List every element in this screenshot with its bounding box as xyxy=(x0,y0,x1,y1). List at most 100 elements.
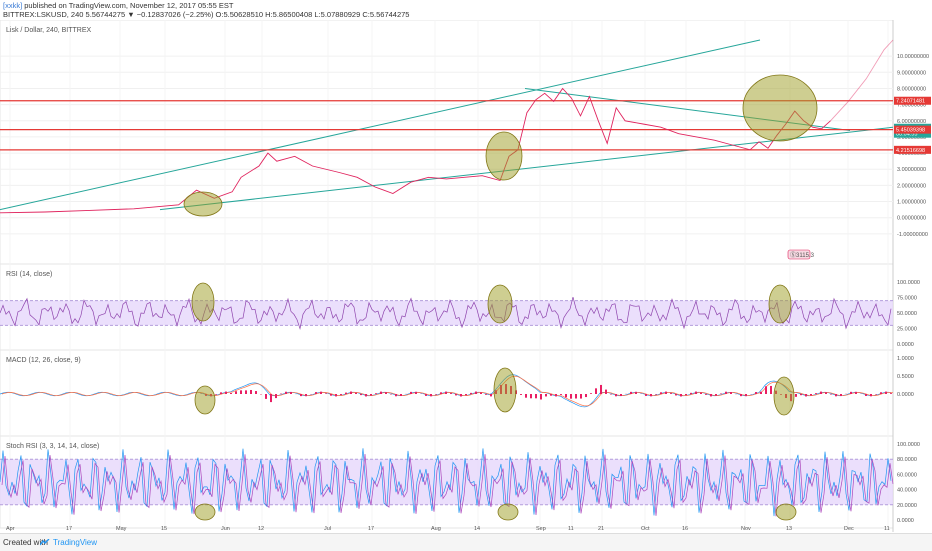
macd-histogram-bar xyxy=(615,394,617,396)
macd-histogram-bar xyxy=(675,394,677,395)
macd-histogram-bar xyxy=(455,394,457,395)
time-tick-label: Jun xyxy=(221,526,230,532)
chart-canvas[interactable]: 10.000000009.000000008.000000007.0000000… xyxy=(0,20,932,532)
time-tick-label: 17 xyxy=(368,526,374,532)
time-tick-label: Jul xyxy=(324,526,331,532)
macd-histogram-bar xyxy=(220,392,222,394)
macd-histogram-bar xyxy=(690,393,692,394)
macd-histogram-bar xyxy=(655,394,657,395)
highlight-ellipse xyxy=(192,283,214,321)
macd-histogram-bar xyxy=(665,392,667,394)
macd-histogram-bar xyxy=(755,392,757,394)
macd-histogram-bar xyxy=(525,394,527,398)
macd-histogram-bar xyxy=(290,392,292,394)
rsi-tick-label: 50.0000 xyxy=(897,311,917,317)
macd-histogram-bar xyxy=(840,394,842,396)
macd-histogram-bar xyxy=(245,390,247,394)
macd-histogram-bar xyxy=(685,394,687,395)
time-tick-label: Sep xyxy=(536,526,546,532)
author-link[interactable]: [xxkk] xyxy=(3,1,22,10)
time-tick-label: 16 xyxy=(682,526,688,532)
macd-histogram-bar xyxy=(740,394,742,396)
macd-histogram-bar xyxy=(270,394,272,402)
macd-histogram-bar xyxy=(795,394,797,397)
macd-histogram-bar xyxy=(710,394,712,396)
macd-tick-label: 0.5000 xyxy=(897,374,914,380)
highlight-ellipse xyxy=(498,504,518,520)
macd-histogram-bar xyxy=(480,392,482,394)
highlight-ellipse xyxy=(494,368,516,412)
macd-histogram-bar xyxy=(850,392,852,394)
time-tick-label: Aug xyxy=(431,526,441,532)
stoch-tick-label: 60.0000 xyxy=(897,472,917,478)
macd-histogram-bar xyxy=(240,390,242,394)
macd-histogram-bar xyxy=(215,394,217,395)
highlight-ellipse xyxy=(184,192,222,216)
macd-histogram-bar xyxy=(370,394,372,396)
macd-histogram-bar xyxy=(670,393,672,394)
macd-histogram-bar xyxy=(530,394,532,398)
macd-histogram-bar xyxy=(855,392,857,394)
macd-histogram-bar xyxy=(730,392,732,394)
macd-histogram-bar xyxy=(770,386,772,394)
stoch-tick-label: 100.0000 xyxy=(897,442,920,448)
macd-histogram-bar xyxy=(340,394,342,395)
macd-histogram-bar xyxy=(645,394,647,396)
macd-histogram-bar xyxy=(720,393,722,394)
macd-histogram-bar xyxy=(470,393,472,394)
macd-histogram-bar xyxy=(725,392,727,394)
time-tick-label: 11 xyxy=(568,526,574,532)
macd-histogram-bar xyxy=(715,394,717,396)
macd-histogram-bar xyxy=(680,394,682,396)
macd-histogram-bar xyxy=(825,392,827,394)
time-tick-label: 15 xyxy=(161,526,167,532)
macd-histogram-bar xyxy=(585,394,587,397)
macd-histogram-bar xyxy=(600,385,602,394)
macd-tick-label: 1.0000 xyxy=(897,356,914,362)
macd-histogram-bar xyxy=(870,394,872,396)
macd-histogram-bar xyxy=(765,386,767,394)
macd-histogram-bar xyxy=(365,394,367,396)
macd-histogram-bar xyxy=(880,392,882,394)
footer: Created with TradingView xyxy=(0,533,932,551)
macd-histogram-bar xyxy=(540,394,542,399)
macd-histogram-bar xyxy=(565,394,567,397)
macd-histogram-bar xyxy=(830,394,832,395)
time-tick-label: 12 xyxy=(258,526,264,532)
ticker-line: BITTREX:LSKUSD, 240 5.56744275 ▼ −0.1283… xyxy=(3,10,409,19)
macd-histogram-bar xyxy=(255,391,257,394)
macd-histogram-bar xyxy=(305,394,307,396)
macd-histogram-bar xyxy=(800,394,802,395)
macd-tick-label: 0.0000 xyxy=(897,392,914,398)
macd-histogram-bar xyxy=(345,393,347,394)
macd-histogram-bar xyxy=(485,394,487,395)
chart-header: [xxkk] published on TradingView.com, Nov… xyxy=(0,0,932,20)
tradingview-brand[interactable]: TradingView xyxy=(53,538,97,547)
price-pane-title: Lisk / Dollar, 240, BITTREX xyxy=(6,27,92,34)
macd-histogram-bar xyxy=(760,392,762,394)
macd-histogram-bar xyxy=(875,394,877,395)
macd-pane-title: MACD (12, 26, close, 9) xyxy=(6,357,81,364)
macd-histogram-bar xyxy=(815,393,817,394)
macd-histogram-bar xyxy=(335,394,337,396)
macd-histogram-bar xyxy=(250,390,252,394)
macd-histogram-bar xyxy=(620,394,622,396)
macd-histogram-bar xyxy=(435,394,437,395)
macd-histogram-bar xyxy=(820,392,822,394)
time-tick-label: 11 xyxy=(884,526,890,532)
macd-histogram-bar xyxy=(545,394,547,396)
published-text: published on TradingView.com, November 1… xyxy=(24,1,233,10)
rsi-pane-title: RSI (14, close) xyxy=(6,271,52,278)
macd-histogram-bar xyxy=(660,392,662,394)
stoch-tick-label: 20.0000 xyxy=(897,503,917,509)
macd-histogram-bar xyxy=(350,392,352,394)
macd-histogram-bar xyxy=(235,391,237,394)
macd-histogram-bar xyxy=(465,394,467,395)
macd-histogram-bar xyxy=(630,392,632,394)
macd-histogram-bar xyxy=(395,394,397,396)
price-tick-label: 8.00000000 xyxy=(897,86,926,92)
rsi-tick-label: 0.0000 xyxy=(897,342,914,348)
stoch-tick-label: 0.0000 xyxy=(897,518,914,524)
macd-histogram-bar xyxy=(415,392,417,394)
time-tick-label: Oct xyxy=(641,526,650,532)
